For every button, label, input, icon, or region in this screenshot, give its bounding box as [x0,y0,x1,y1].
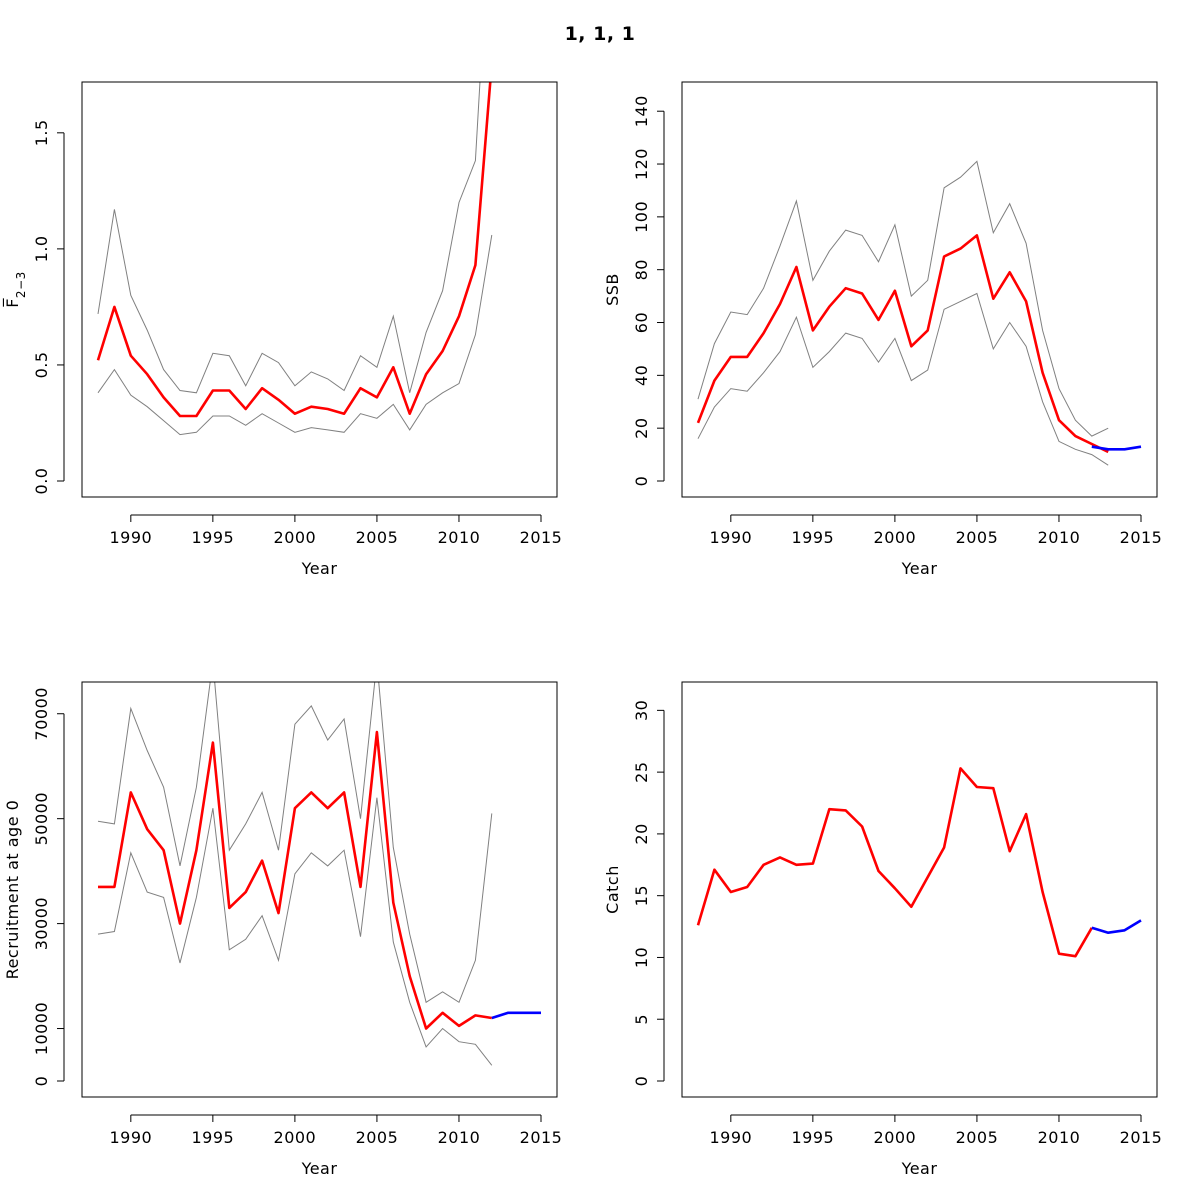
x-tick-label: 2010 [438,1128,481,1147]
x-tick-label: 2015 [520,528,563,547]
y-tick-label: 1.5 [32,119,51,146]
ssb-estimate-line [696,234,1109,454]
y-tick-label: 0 [632,476,651,487]
recruitment-estimate-line [98,730,493,1030]
fbar-ylabel: F̅2−3 [3,271,28,308]
panel-recruitment: 1990 1995 2000 2005 2010 2015 Year 0 10000 30000 5… [3,681,563,1178]
recruitment-projection-line [491,1011,541,1020]
y-tick-label: 30000 [32,897,51,950]
x-tick-label: 1995 [191,1128,234,1147]
x-tick-label: 1995 [191,528,234,547]
y-tick-label: 0.0 [32,468,51,495]
y-tick-label: 140 [632,95,651,127]
y-tick-label: 20 [632,417,651,438]
x-tick-label: 1990 [709,1128,752,1147]
ssb-series [696,160,1142,466]
x-tick-label: 2000 [874,1128,917,1147]
x-tick-label: 2015 [1120,528,1163,547]
y-tick-label: 15 [632,885,651,906]
recruitment-series [97,682,541,1066]
x-tick-label: 2010 [1038,1128,1081,1147]
x-tick-label: 2000 [274,528,317,547]
catch-ylabel: Catch [603,865,622,914]
y-tick-label: 5 [632,1014,651,1025]
recruitment-lower-line [97,797,493,1066]
x-tick-label: 2005 [356,1128,399,1147]
fbar-xlabel: Year [301,559,338,578]
ssb-xlabel: Year [901,559,938,578]
x-tick-label: 2000 [274,1128,317,1147]
main-title: 1, 1, 1 [565,23,636,45]
recruitment-y-axis: 0 10000 30000 50000 70000 [32,687,65,1087]
catch-series [696,767,1142,958]
y-tick-label: 0 [632,1076,651,1087]
catch-xlabel: Year [901,1159,938,1178]
x-tick-label: 2010 [438,528,481,547]
y-tick-label: 0.5 [32,351,51,378]
x-tick-label: 2015 [520,1128,563,1147]
y-tick-label: 10 [632,947,651,968]
recruitment-ylabel: Recruitment at age 0 [3,800,22,980]
ssb-x-axis: 1990 1995 2000 2005 2010 2015 [709,514,1163,547]
panel-fbar: 1990 1995 2000 2005 2010 2015 Year 0.0 0.5 1.0 1.5… [3,81,563,578]
x-tick-label: 2005 [956,528,999,547]
y-tick-label: 30 [632,700,651,721]
y-tick-label: 80 [632,259,651,280]
recruitment-frame [81,681,558,1098]
x-tick-label: 2015 [1120,1128,1163,1147]
fbar-x-axis: 1990 1995 2000 2005 2010 2015 [109,514,563,547]
catch-frame [681,681,1158,1098]
y-tick-label: 60 [632,312,651,333]
fbar-frame [81,81,558,498]
fbar-series [96,82,493,436]
y-tick-label: 40 [632,365,651,386]
panels: 1990 1995 2000 2005 2010 2015Year0.00.51.01.5… [3,81,1163,1178]
y-tick-label: 10000 [32,1002,51,1055]
catch-projection-line [1091,919,1142,935]
ssb-projection-line [1091,445,1142,451]
ssb-lower-line [697,292,1109,466]
y-tick-label: 100 [632,201,651,233]
ssb-frame [681,81,1158,498]
recruitment-x-axis: 1990 1995 2000 2005 2010 2015 [109,1114,563,1147]
y-tick-label: 70000 [32,687,51,740]
x-tick-label: 2005 [956,1128,999,1147]
recruitment-upper-line [97,682,493,1004]
catch-estimate-line [696,767,1093,958]
x-tick-label: 1990 [109,1128,152,1147]
y-tick-label: 0 [32,1076,51,1087]
x-tick-label: 2010 [1038,528,1081,547]
x-tick-label: 1995 [791,528,834,547]
x-tick-label: 1995 [791,1128,834,1147]
y-tick-label: 120 [632,148,651,180]
catch-y-axis: 0 5 10 15 20 25 30 [632,700,665,1087]
fbar-lower-line [97,234,493,436]
catch-x-axis: 1990 1995 2000 2005 2010 2015 [709,1114,1163,1147]
panel-catch: 1990 1995 2000 2005 2010 2015 Year 0 5 10 15 20 25 30… [603,681,1163,1178]
ssb-ylabel: SSB [603,273,622,306]
recruitment-xlabel: Year [301,1159,338,1178]
panel-ssb: 1990 1995 2000 2005 2010 2015 Year 0 20 40 60 80 100… [603,81,1163,578]
fbar-upper-line [97,82,481,394]
x-tick-label: 2000 [874,528,917,547]
ssb-y-axis: 0 20 40 60 80 100 120 140 [632,95,665,487]
fbar-y-axis: 0.0 0.5 1.0 1.5 [32,119,65,495]
y-tick-label: 50000 [32,792,51,845]
x-tick-label: 1990 [709,528,752,547]
x-tick-label: 2005 [356,528,399,547]
y-tick-label: 1.0 [32,235,51,262]
fbar-estimate-line [96,82,492,418]
x-tick-label: 1990 [109,528,152,547]
y-tick-label: 20 [632,823,651,844]
y-tick-label: 25 [632,761,651,782]
ssb-upper-line [697,160,1109,437]
